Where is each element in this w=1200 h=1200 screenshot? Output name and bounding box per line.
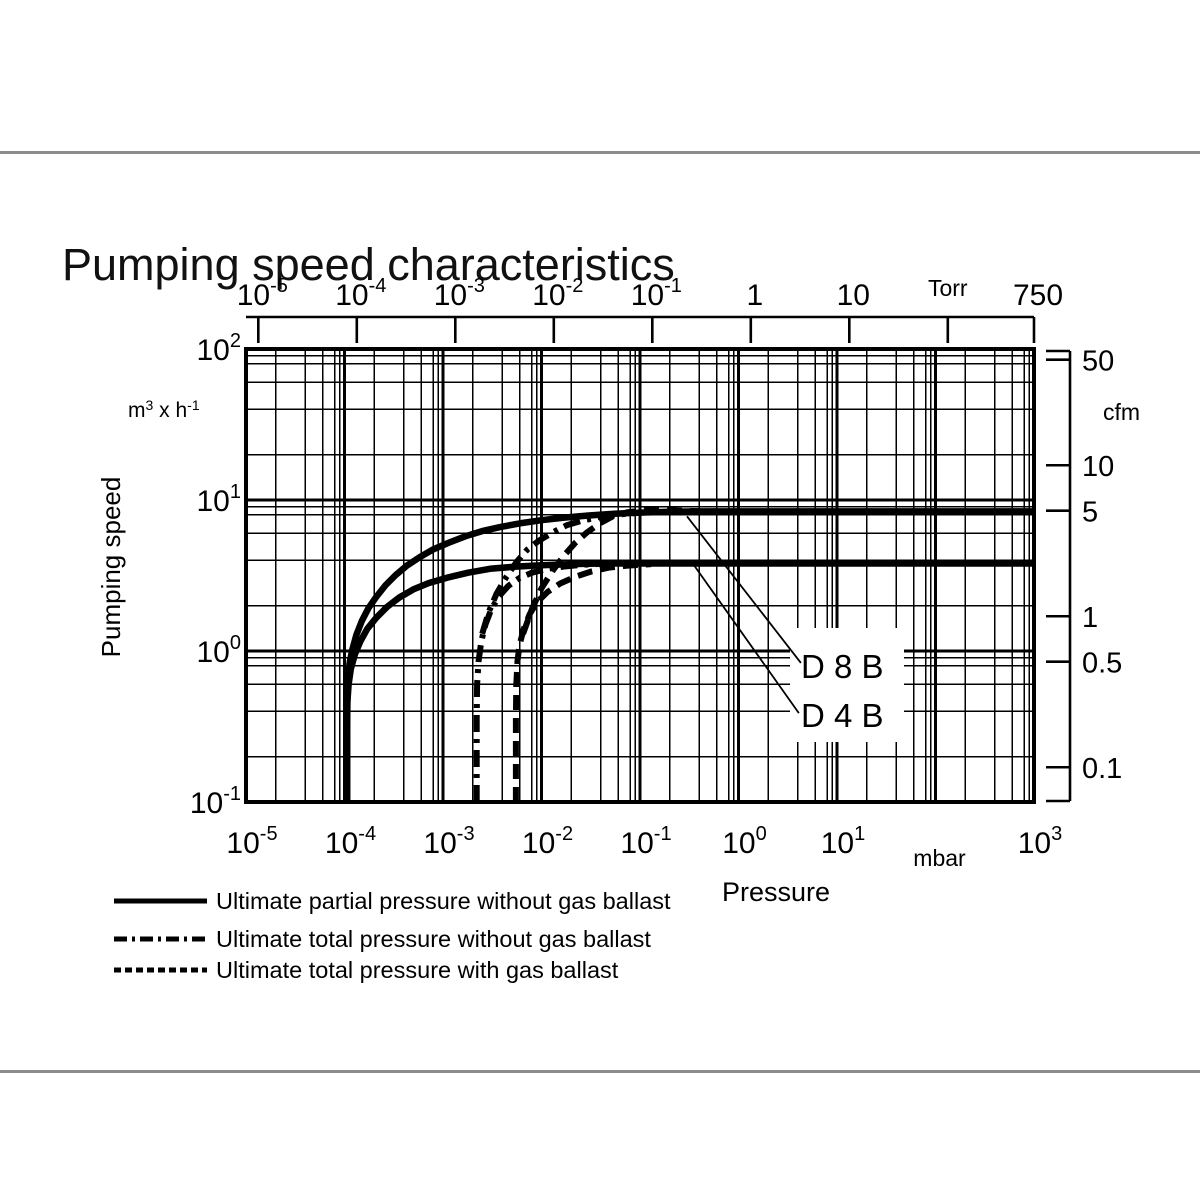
pump-callouts: D 8 B D 4 B [686,515,904,742]
speed-tick-label: 10-1 [190,783,241,820]
mbar-tick-label: 100 [722,823,767,860]
bottom-divider [0,1070,1200,1073]
pumping-speed-axis-title: Pumping speed [96,477,126,658]
mbar-tick-label: 10-5 [226,823,277,860]
torr-tick-label: 10-5 [237,275,288,312]
torr-tick-label: 1 [746,279,763,312]
chart-title: Pumping speed characteristics [62,239,675,291]
legend-item-dashdot: Ultimate total pressure without gas ball… [114,926,651,952]
cfm-tick-label: 5 [1082,497,1098,529]
plot-border [244,347,1036,804]
cfm-tick-label: 0.1 [1082,753,1122,785]
curve-d8b-ultimate-total-with-ballast [520,506,700,635]
mbar-tick-label: 10-2 [522,823,573,860]
mbar-tick-label: 10-4 [325,823,376,860]
top-divider [0,151,1200,154]
mbar-tick-label: 101 [821,823,866,860]
mbar-axis: 10-5 10-4 10-3 10-2 10-1 100 101 103 mbar Pressur… [226,823,1062,907]
legend-label: Ultimate total pressure with gas ballast [216,957,619,983]
legend-item-dashed: Ultimate total pressure with gas ballast [114,957,619,983]
cfm-tick-label: 0.5 [1082,648,1122,680]
torr-tick-label: 10-1 [631,275,682,312]
cfm-axis: 50 10 5 1 0.5 0.1 cfm [1046,346,1140,803]
torr-tick-label: 10-3 [434,275,485,312]
speed-unit-label: m3 x h-1 [128,397,200,422]
mbar-unit-label: mbar [913,845,966,871]
torr-unit-label: Torr [928,275,968,301]
torr-tick-label: 10-2 [532,275,583,312]
callout-background [790,628,904,742]
legend-label: Ultimate partial pressure without gas ba… [216,888,671,914]
speed-tick-label: 100 [197,632,242,669]
curve-d4b-ultimate-partial-no-ballast [343,560,1034,802]
torr-tick-label: 10-4 [335,275,386,312]
torr-tick-label: 750 [1013,279,1063,312]
cfm-tick-label: 10 [1082,451,1114,483]
cfm-tick-label: 50 [1082,346,1114,378]
cfm-tick-label: 1 [1082,602,1098,634]
curve-d8b-ultimate-total-no-ballast [479,509,645,635]
torr-tick-label: 10 [837,279,870,312]
speed-axis: 102 101 100 10-1 m3 x h-1 Pumping speed [96,330,241,820]
mbar-tick-label: 10-3 [423,823,474,860]
pressure-axis-title: Pressure [722,877,830,907]
plot-grid [244,347,1036,804]
mbar-tick-label: 10-1 [620,823,671,860]
callout-leader-line [693,564,800,714]
speed-tick-label: 102 [197,330,242,367]
legend-label: Ultimate total pressure without gas ball… [216,926,651,952]
torr-axis: 10-5 10-4 10-3 10-2 10-1 1 10 750 Torr [237,275,1063,343]
curve-d4b-ultimate-total-with-ballast [512,561,652,802]
pump-label-d4b: D 4 B [801,697,884,734]
legend: Ultimate partial pressure without gas ba… [114,888,671,983]
speed-tick-label: 101 [197,481,242,518]
pump-label-d8b: D 8 B [801,648,884,685]
mbar-tick-label: 103 [1018,823,1063,860]
legend-item-solid: Ultimate partial pressure without gas ba… [114,888,671,914]
callout-leader-line [686,515,802,664]
cfm-unit-label: cfm [1103,399,1140,425]
